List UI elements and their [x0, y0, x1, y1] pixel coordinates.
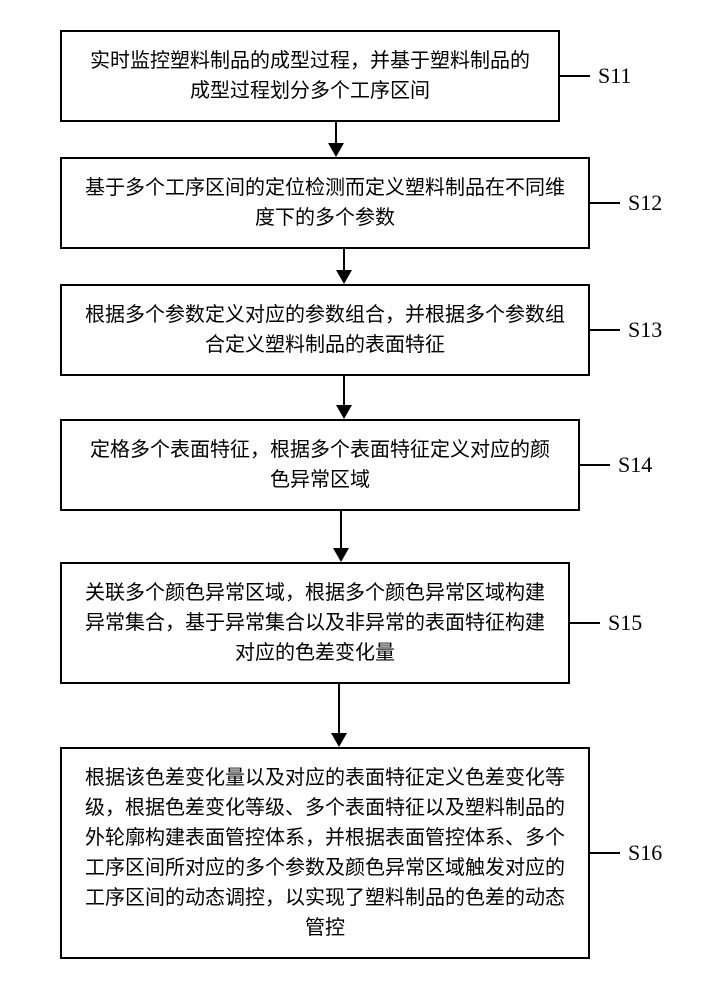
flow-arrow: [60, 684, 667, 747]
arrow-head-icon: [333, 548, 349, 562]
step-label: S15: [608, 610, 642, 636]
flow-step: 实时监控塑料制品的成型过程，并基于塑料制品的成型过程划分多个工序区间 S11: [60, 30, 667, 122]
step-label: S13: [628, 317, 662, 343]
step-label: S11: [598, 63, 631, 89]
connector-line: [590, 329, 620, 331]
arrow-line: [343, 249, 345, 271]
flow-box: 根据多个参数定义对应的参数组合，并根据多个参数组合定义塑料制品的表面特征: [60, 284, 590, 376]
connector-line: [570, 622, 600, 624]
flow-step: 基于多个工序区间的定位检测而定义塑料制品在不同维度下的多个参数 S12: [60, 157, 667, 249]
flow-box: 基于多个工序区间的定位检测而定义塑料制品在不同维度下的多个参数: [60, 157, 590, 249]
step-label: S12: [628, 190, 662, 216]
flow-box: 根据该色差变化量以及对应的表面特征定义色差变化等级，根据色差变化等级、多个表面特…: [60, 747, 590, 959]
arrow-head-icon: [336, 405, 352, 419]
step-label: S14: [618, 452, 652, 478]
flow-step: 关联多个颜色异常区域，根据多个颜色异常区域构建异常集合，基于异常集合以及非异常的…: [60, 562, 667, 684]
connector-line: [590, 852, 620, 854]
arrow-head-icon: [336, 270, 352, 284]
flowchart-container: 实时监控塑料制品的成型过程，并基于塑料制品的成型过程划分多个工序区间 S11 基于多…: [60, 30, 667, 959]
flow-arrow: [60, 122, 667, 157]
flow-arrow: [60, 249, 667, 284]
arrow-line: [335, 122, 337, 144]
arrow-head-icon: [328, 143, 344, 157]
arrow-line: [343, 376, 345, 406]
arrow-line: [340, 511, 342, 549]
step-label: S16: [628, 840, 662, 866]
flow-step: 根据多个参数定义对应的参数组合，并根据多个参数组合定义塑料制品的表面特征 S13: [60, 284, 667, 376]
flow-box: 实时监控塑料制品的成型过程，并基于塑料制品的成型过程划分多个工序区间: [60, 30, 560, 122]
flow-arrow: [60, 511, 667, 562]
flow-step: 定格多个表面特征，根据多个表面特征定义对应的颜色异常区域 S14: [60, 419, 667, 511]
flow-step: 根据该色差变化量以及对应的表面特征定义色差变化等级，根据色差变化等级、多个表面特…: [60, 747, 667, 959]
flow-box: 定格多个表面特征，根据多个表面特征定义对应的颜色异常区域: [60, 419, 580, 511]
flow-box: 关联多个颜色异常区域，根据多个颜色异常区域构建异常集合，基于异常集合以及非异常的…: [60, 562, 570, 684]
flow-arrow: [60, 376, 667, 419]
arrow-head-icon: [331, 733, 347, 747]
connector-line: [590, 202, 620, 204]
arrow-line: [338, 684, 340, 734]
connector-line: [560, 75, 590, 77]
connector-line: [580, 464, 610, 466]
